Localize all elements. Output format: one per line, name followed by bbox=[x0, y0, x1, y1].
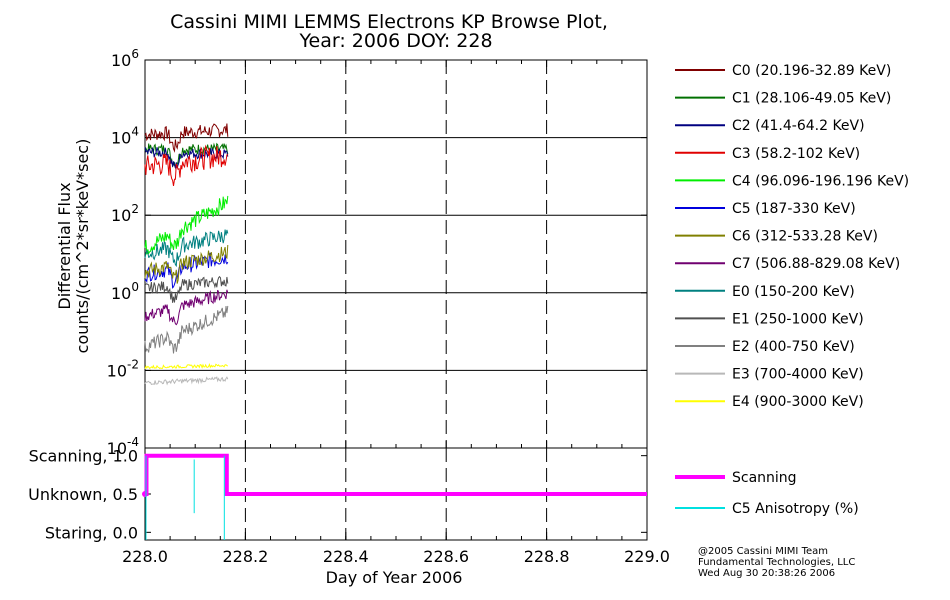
series-line-c4 bbox=[144, 195, 229, 255]
legend: C0 (20.196-32.89 KeV) C1 (28.106-49.05 Ke… bbox=[675, 63, 909, 517]
y-tick-label: 10-2 bbox=[107, 357, 139, 380]
legend-label-mode-1: C5 Anisotropy (%) bbox=[732, 501, 859, 517]
legend-label-c2: C2 (41.4-64.2 KeV) bbox=[732, 118, 865, 134]
mode-panel: Scanning, 1.0 Unknown, 0.5 Staring, 0.0 228… bbox=[28, 447, 670, 587]
legend-label-c5: C5 (187-330 KeV) bbox=[732, 201, 856, 217]
series-line-e4 bbox=[144, 363, 229, 370]
legend-label-mode-0: Scanning bbox=[732, 470, 797, 486]
y-axis-label-line2: counts/(cm^2*sr*keV*sec) bbox=[73, 139, 92, 354]
y-axis-label-line1: Differential Flux bbox=[55, 182, 74, 309]
series-line-c0 bbox=[144, 123, 229, 153]
y-tick-label: 104 bbox=[111, 125, 139, 148]
chart-title-line1: Cassini MIMI LEMMS Electrons KP Browse P… bbox=[170, 11, 608, 33]
legend-label-c1: C1 (28.106-49.05 KeV) bbox=[732, 91, 891, 107]
legend-label-e0: E0 (150-200 KeV) bbox=[732, 284, 855, 300]
legend-label-e1: E1 (250-1000 KeV) bbox=[732, 311, 864, 327]
y-tick-label: 106 bbox=[111, 47, 139, 70]
y-tick-label: Scanning, 1.0 bbox=[29, 447, 138, 466]
legend-label-e2: E2 (400-750 KeV) bbox=[732, 339, 855, 355]
series-line-scanning bbox=[144, 453, 647, 496]
chart-title-line2: Year: 2006 DOY: 228 bbox=[298, 30, 492, 52]
x-tick-label: 228.4 bbox=[323, 547, 369, 566]
y-tick-label: 10-4 bbox=[107, 435, 139, 458]
scanning-marker bbox=[142, 491, 148, 497]
series-line-e1 bbox=[144, 275, 229, 303]
y-tick-label: Unknown, 0.5 bbox=[28, 485, 138, 504]
legend-label-c3: C3 (58.2-102 KeV) bbox=[732, 146, 860, 162]
legend-label-e4: E4 (900-3000 KeV) bbox=[732, 394, 864, 410]
y-tick-label: 100 bbox=[111, 280, 139, 303]
flux-panel: 106 104 102 100 10-2 10-4 Differential Flux cou… bbox=[55, 47, 648, 458]
series-line-c1 bbox=[144, 142, 229, 169]
flux-axes-frame bbox=[144, 59, 648, 449]
y-tick-label: Staring, 0.0 bbox=[45, 523, 138, 542]
legend-label-e3: E3 (700-4000 KeV) bbox=[732, 367, 864, 383]
footer-copyright: @2005 Cassini MIMI Team bbox=[698, 546, 828, 557]
x-tick-label: 228.8 bbox=[524, 547, 570, 566]
x-tick-label: 228.2 bbox=[222, 547, 268, 566]
x-axis-label: Day of Year 2006 bbox=[326, 568, 463, 587]
footer-company: Fundamental Technologies, LLC bbox=[698, 557, 855, 568]
footer-timestamp: Wed Aug 30 20:38:26 2006 bbox=[698, 568, 835, 579]
series-line-e3 bbox=[144, 376, 229, 386]
series-line-c3 bbox=[144, 144, 229, 186]
series-line-c7 bbox=[144, 289, 229, 326]
legend-label-c7: C7 (506.88-829.08 KeV) bbox=[732, 256, 900, 272]
x-tick-label: 228.6 bbox=[423, 547, 469, 566]
y-tick-label: 102 bbox=[111, 202, 139, 225]
legend-label-c0: C0 (20.196-32.89 KeV) bbox=[732, 63, 891, 79]
x-tick-label: 228.0 bbox=[122, 547, 168, 566]
series-line-e2 bbox=[144, 305, 229, 354]
series-line-e0 bbox=[144, 229, 229, 268]
x-tick-label: 229.0 bbox=[624, 547, 670, 566]
series-line-c6 bbox=[144, 244, 229, 284]
legend-label-c4: C4 (96.096-196.196 KeV) bbox=[732, 173, 909, 189]
legend-label-c6: C6 (312-533.28 KeV) bbox=[732, 229, 878, 245]
